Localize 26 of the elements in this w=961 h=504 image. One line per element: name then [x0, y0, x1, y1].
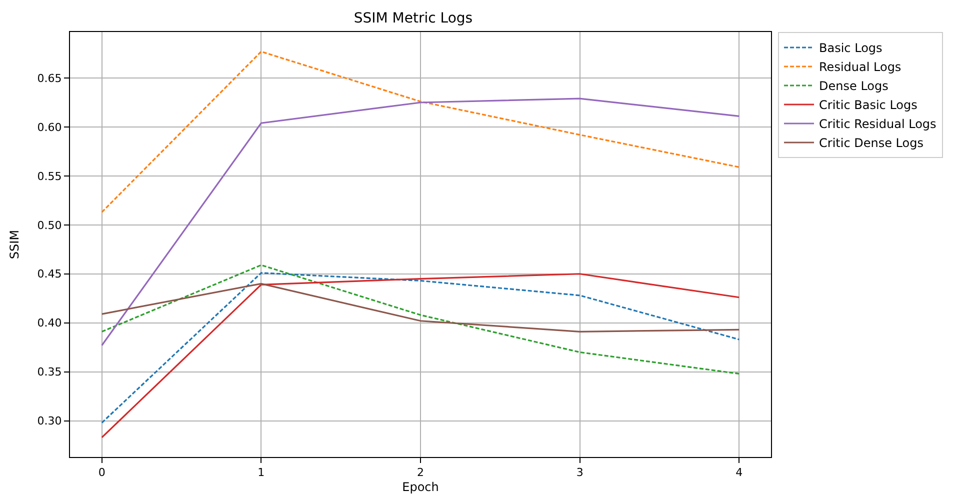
- x-tick-label: 2: [417, 466, 424, 480]
- y-tick-label: 0.45: [37, 268, 62, 281]
- legend-label: Basic Logs: [819, 41, 882, 56]
- x-axis-title: Epoch: [402, 480, 439, 494]
- y-tick-label: 0.50: [37, 218, 62, 232]
- legend-label: Critic Dense Logs: [819, 136, 924, 150]
- legend-label: Critic Basic Logs: [819, 98, 918, 112]
- x-tick-label: 3: [576, 466, 584, 480]
- line-series: [101, 98, 740, 346]
- y-tick-label: 0.30: [37, 414, 62, 428]
- legend-label: Dense Logs: [819, 79, 888, 94]
- y-tick-label: 0.65: [37, 72, 62, 85]
- line-series: [101, 282, 740, 332]
- x-tick-label: 0: [98, 466, 106, 480]
- y-tick-label: 0.35: [37, 366, 62, 379]
- legend-label: Critic Residual Logs: [819, 117, 936, 132]
- legend-label: Residual Logs: [819, 60, 902, 74]
- x-tick-label: 4: [736, 466, 743, 480]
- line-series: [101, 50, 740, 213]
- y-tick-label: 0.60: [37, 120, 62, 134]
- chart-title: SSIM Metric Logs: [354, 10, 473, 26]
- x-tick-label: 1: [258, 466, 265, 480]
- y-tick-label: 0.55: [37, 170, 62, 183]
- y-tick-label: 0.40: [37, 316, 62, 330]
- y-axis-title: SSIM: [8, 230, 22, 260]
- line-series: [101, 264, 740, 375]
